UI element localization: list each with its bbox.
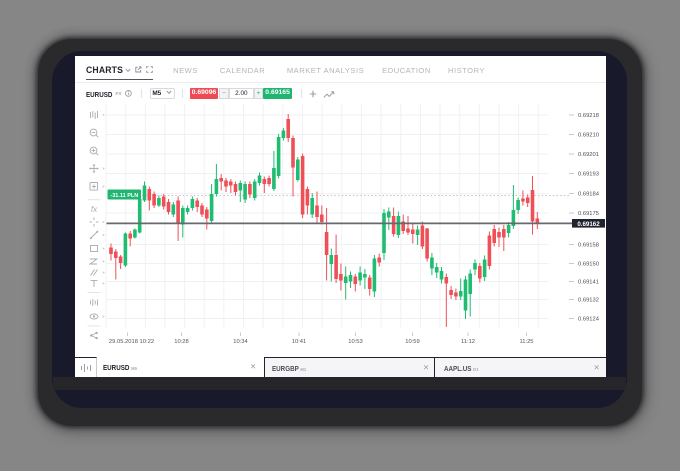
svg-text:0.69141: 0.69141 [578, 280, 599, 286]
svg-text:0.69158: 0.69158 [578, 243, 599, 249]
svg-text:0.69193: 0.69193 [578, 172, 599, 178]
svg-text:0.69201: 0.69201 [578, 152, 599, 158]
svg-text:0.69124: 0.69124 [578, 317, 600, 323]
svg-text:11:12: 11:12 [460, 339, 474, 345]
svg-text:10:34: 10:34 [233, 339, 248, 345]
svg-text:0.69162: 0.69162 [577, 221, 600, 228]
svg-text:0.69218: 0.69218 [578, 113, 599, 119]
svg-text:0.69210: 0.69210 [578, 133, 599, 139]
svg-text:0.69184: 0.69184 [578, 192, 600, 198]
svg-text:0.69132: 0.69132 [578, 298, 599, 304]
svg-text:10:28: 10:28 [174, 339, 189, 345]
svg-text:10:53: 10:53 [348, 339, 363, 345]
svg-text:29.05.2018 10:22: 29.05.2018 10:22 [108, 339, 153, 345]
svg-text:0.69150: 0.69150 [578, 262, 599, 268]
svg-text:0.69175: 0.69175 [578, 211, 599, 217]
svg-text:11:25: 11:25 [519, 339, 533, 345]
svg-text:10:41: 10:41 [291, 339, 306, 345]
svg-text:10:59: 10:59 [405, 339, 420, 345]
svg-text:-31.11 PLN: -31.11 PLN [110, 193, 138, 199]
svg-text:fx: fx [90, 205, 97, 214]
